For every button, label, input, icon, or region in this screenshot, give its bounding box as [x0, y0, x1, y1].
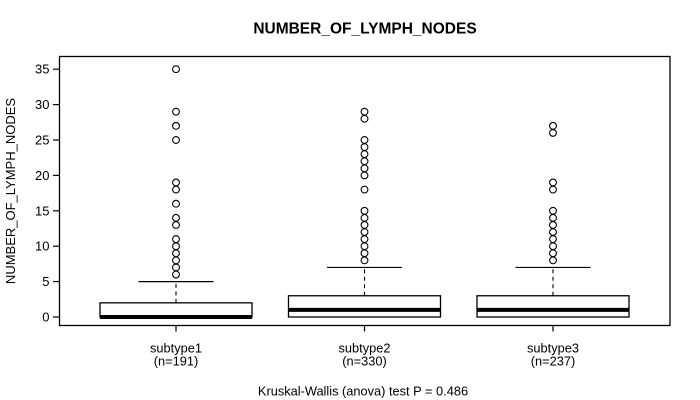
outlier-point — [549, 128, 557, 137]
outlier-point — [172, 221, 180, 229]
y-tick-label: 15 — [35, 203, 49, 218]
chart-title: NUMBER_OF_LYMPH_NODES — [253, 21, 476, 38]
outlier-point — [549, 121, 557, 130]
outlier-point — [360, 206, 369, 215]
outlier-point — [360, 213, 369, 222]
outlier-point — [360, 185, 369, 194]
y-axis-title: NUMBER_OF_LYMPH_NODES — [3, 98, 18, 284]
outlier-point — [172, 107, 180, 116]
outlier-point — [549, 249, 557, 258]
box — [99, 302, 253, 318]
plot-area: 05101520253035subtype1(n=191)subtype2(n=… — [35, 55, 671, 369]
outlier-point — [549, 206, 557, 215]
box — [287, 295, 442, 318]
outlier-point — [360, 235, 369, 244]
outlier-point — [360, 256, 369, 265]
outlier-point — [549, 228, 557, 236]
y-tick-label: 30 — [35, 97, 49, 112]
box — [476, 295, 630, 318]
outlier-point — [360, 107, 369, 116]
outlier-point — [360, 171, 369, 180]
outlier-point — [172, 249, 180, 258]
outlier-point — [172, 65, 180, 74]
y-tick-label: 0 — [42, 310, 49, 325]
group-label: subtype3 — [527, 341, 579, 356]
outlier-point — [172, 178, 180, 187]
outlier-point — [172, 242, 180, 251]
y-tick-label: 35 — [35, 62, 49, 77]
outlier-point — [549, 256, 557, 265]
outlier-point — [549, 178, 557, 187]
outlier-point — [360, 150, 369, 159]
y-tick-label: 10 — [35, 239, 49, 254]
outlier-point — [172, 213, 180, 222]
y-tick-label: 20 — [35, 168, 49, 183]
outlier-point — [172, 185, 180, 194]
outlier-point — [172, 136, 180, 144]
group-n-label: (n=191) — [154, 354, 198, 369]
outlier-point — [360, 249, 369, 258]
outlier-point — [360, 221, 369, 229]
outlier-point — [549, 213, 557, 222]
y-tick-label: 25 — [35, 133, 49, 148]
outlier-point — [172, 263, 180, 272]
outlier-point — [172, 121, 180, 130]
outlier-point — [360, 114, 369, 123]
outlier-point — [360, 136, 369, 144]
stat-test-caption: Kruskal-Wallis (anova) test P = 0.486 — [258, 384, 468, 399]
outlier-point — [172, 256, 180, 265]
group-label: subtype1 — [150, 341, 202, 356]
outlier-point — [360, 242, 369, 251]
outlier-point — [172, 199, 180, 208]
outlier-point — [172, 235, 180, 244]
outlier-point — [360, 228, 369, 236]
outlier-point — [360, 164, 369, 173]
y-tick-label: 5 — [42, 274, 49, 289]
outlier-point — [360, 157, 369, 166]
outlier-point — [549, 242, 557, 251]
group-n-label: (n=237) — [531, 354, 575, 369]
group-label: subtype2 — [339, 341, 391, 356]
group-n-label: (n=330) — [342, 354, 386, 369]
outlier-point — [549, 221, 557, 229]
outlier-point — [549, 235, 557, 244]
outlier-point — [172, 270, 180, 279]
outlier-point — [549, 185, 557, 194]
outlier-point — [360, 143, 369, 152]
